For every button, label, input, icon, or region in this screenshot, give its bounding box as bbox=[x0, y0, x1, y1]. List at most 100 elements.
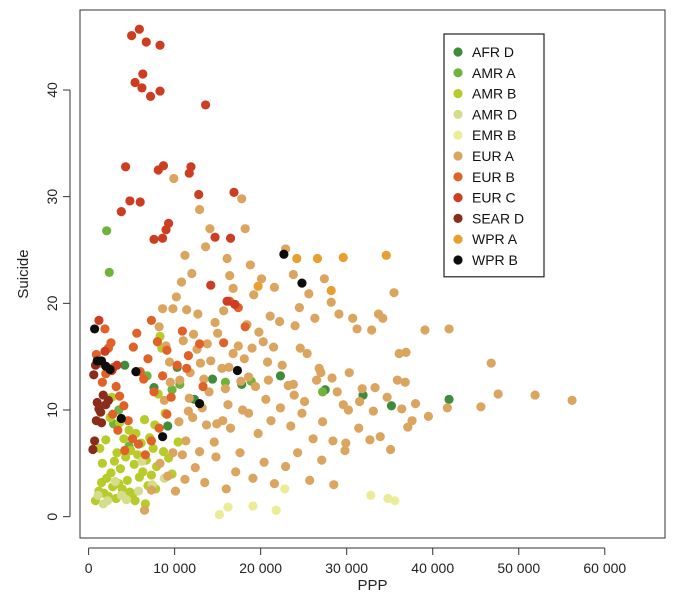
data-point bbox=[530, 390, 540, 400]
data-point bbox=[229, 187, 239, 197]
data-point bbox=[141, 37, 151, 47]
data-point bbox=[102, 226, 112, 236]
legend-label: AMR A bbox=[472, 65, 516, 81]
data-point bbox=[304, 289, 314, 299]
y-tick-label: 10 bbox=[44, 402, 60, 418]
data-point bbox=[97, 458, 107, 468]
data-point bbox=[120, 360, 130, 370]
data-point bbox=[297, 278, 307, 288]
x-axis: 0 10 000 20 000 30 000 40 000 50 000 60 000 bbox=[85, 547, 626, 576]
data-point bbox=[348, 313, 358, 323]
data-point bbox=[158, 161, 169, 171]
data-point bbox=[317, 455, 327, 465]
data-point bbox=[389, 288, 399, 298]
data-point bbox=[253, 281, 263, 291]
data-point bbox=[239, 354, 249, 364]
legend-marker bbox=[453, 151, 463, 161]
legend-label: EUR B bbox=[472, 169, 515, 185]
data-point bbox=[205, 224, 215, 234]
data-point bbox=[168, 304, 178, 314]
data-point bbox=[149, 387, 159, 397]
data-point bbox=[145, 91, 156, 101]
data-point bbox=[131, 367, 141, 377]
data-point bbox=[281, 461, 291, 472]
data-point bbox=[103, 395, 113, 405]
data-point bbox=[308, 434, 318, 444]
data-point bbox=[354, 396, 365, 407]
data-point bbox=[318, 387, 328, 397]
data-point bbox=[217, 363, 227, 373]
data-point bbox=[344, 368, 354, 378]
data-point bbox=[263, 375, 274, 385]
data-point bbox=[96, 418, 107, 428]
data-point bbox=[127, 30, 137, 41]
data-point bbox=[370, 383, 380, 393]
data-point bbox=[319, 274, 329, 284]
data-point bbox=[312, 253, 323, 264]
data-point bbox=[297, 408, 307, 418]
legend-label: AMR D bbox=[472, 106, 517, 122]
data-point bbox=[100, 346, 110, 356]
data-point bbox=[188, 329, 199, 339]
data-point bbox=[122, 475, 132, 485]
data-point bbox=[133, 439, 144, 449]
data-point bbox=[120, 445, 130, 456]
data-point bbox=[97, 377, 107, 387]
data-point bbox=[223, 502, 233, 512]
data-point bbox=[269, 282, 280, 292]
data-point bbox=[137, 83, 147, 93]
data-point bbox=[228, 283, 238, 293]
data-point bbox=[186, 162, 196, 172]
data-point bbox=[410, 399, 421, 409]
data-point bbox=[106, 338, 116, 348]
data-point bbox=[194, 204, 205, 215]
data-point bbox=[220, 384, 230, 394]
data-point bbox=[127, 434, 138, 444]
data-point bbox=[329, 480, 339, 490]
data-point bbox=[112, 448, 122, 458]
y-tick-label: 30 bbox=[44, 189, 60, 205]
data-point bbox=[180, 250, 190, 260]
data-point bbox=[201, 100, 211, 110]
data-point bbox=[138, 69, 148, 79]
data-point bbox=[338, 252, 348, 263]
data-point bbox=[240, 224, 250, 234]
data-point bbox=[146, 470, 157, 480]
legend-marker bbox=[453, 109, 463, 119]
data-point bbox=[139, 374, 149, 384]
data-point bbox=[366, 490, 376, 500]
data-point bbox=[210, 317, 220, 328]
data-point bbox=[332, 387, 342, 397]
data-point bbox=[172, 360, 182, 370]
data-point bbox=[119, 434, 129, 444]
data-point bbox=[154, 322, 164, 332]
data-point bbox=[381, 250, 391, 260]
data-point bbox=[341, 438, 351, 448]
data-point bbox=[240, 322, 250, 332]
y-tick-label: 0 bbox=[44, 513, 60, 521]
data-point bbox=[134, 24, 144, 34]
data-point bbox=[101, 435, 111, 445]
series-eur-c bbox=[94, 24, 240, 376]
data-point bbox=[94, 315, 104, 325]
data-point bbox=[382, 392, 392, 402]
legend-marker bbox=[453, 68, 463, 78]
data-point bbox=[367, 325, 377, 335]
data-point bbox=[327, 373, 337, 383]
legend-label: AFR D bbox=[472, 44, 514, 60]
data-point bbox=[311, 375, 322, 385]
data-point bbox=[163, 421, 173, 431]
data-point bbox=[108, 409, 118, 419]
data-point bbox=[280, 484, 290, 494]
data-point bbox=[225, 271, 235, 281]
data-point bbox=[258, 337, 268, 347]
series-eur-a bbox=[139, 173, 577, 515]
data-point bbox=[149, 234, 159, 244]
plot-frame bbox=[79, 9, 666, 539]
data-point bbox=[176, 277, 187, 287]
data-point bbox=[253, 428, 263, 439]
data-point bbox=[249, 290, 259, 300]
data-point bbox=[199, 374, 209, 384]
data-point bbox=[193, 309, 203, 319]
data-point bbox=[109, 456, 120, 466]
